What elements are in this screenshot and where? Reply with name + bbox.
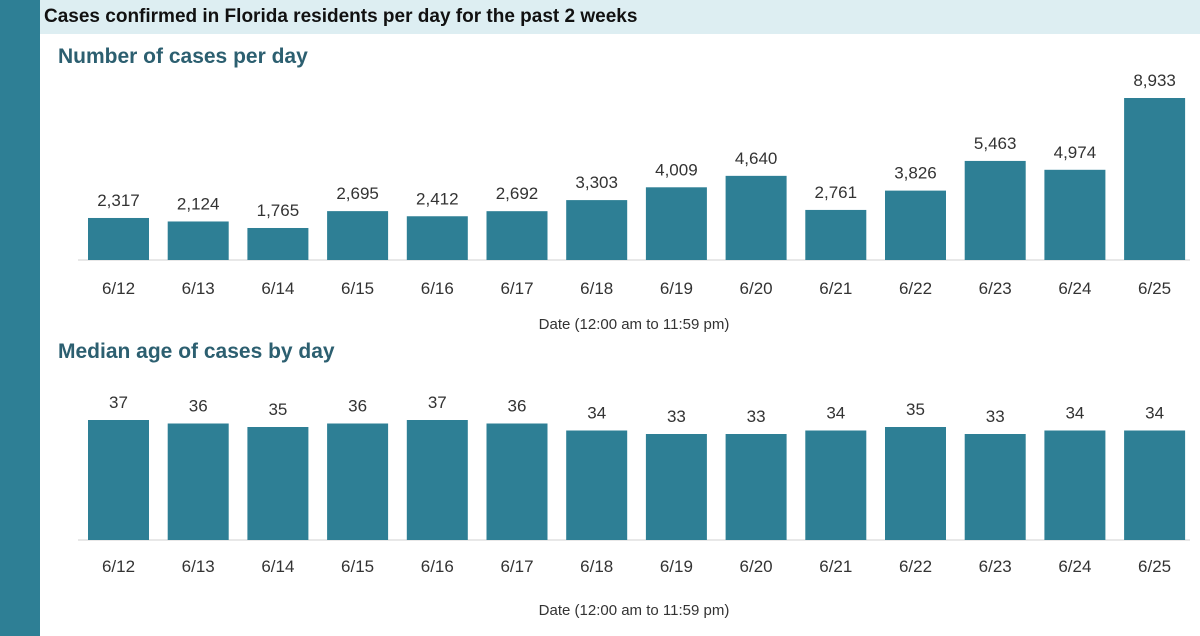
age-x-tick-label: 6/22 (899, 557, 932, 576)
age-bar-6/16 (406, 420, 468, 540)
age-bar-6/21 (805, 430, 867, 540)
cases-x-tick-label: 6/15 (341, 279, 374, 298)
age-value-label: 34 (826, 404, 845, 423)
age-x-tick-label: 6/16 (421, 557, 454, 576)
cases-x-tick-label: 6/22 (899, 279, 932, 298)
age-x-tick-label: 6/15 (341, 557, 374, 576)
cases-bar-6/21 (805, 209, 867, 260)
cases-bar-6/17 (486, 211, 548, 260)
page-title: Cases confirmed in Florida residents per… (44, 6, 638, 27)
cases-bar-6/14 (247, 227, 309, 260)
age-bar-6/24 (1044, 430, 1106, 540)
age-value-label: 33 (667, 407, 686, 426)
cases-x-tick-label: 6/18 (580, 279, 613, 298)
header-banner: Cases confirmed in Florida residents per… (40, 0, 1200, 34)
cases-value-label: 4,009 (655, 160, 698, 179)
age-x-tick-label: 6/14 (261, 557, 294, 576)
cases-x-tick-label: 6/17 (500, 279, 533, 298)
cases-value-label: 2,124 (177, 194, 220, 213)
age-value-label: 34 (587, 404, 606, 423)
cases-bar-6/16 (406, 216, 468, 260)
cases-value-label: 1,765 (257, 201, 300, 220)
cases-x-tick-label: 6/20 (740, 279, 773, 298)
cases-value-label: 2,695 (336, 184, 379, 203)
age-value-label: 37 (109, 393, 128, 412)
cases-x-tick-label: 6/12 (102, 279, 135, 298)
cases-bar-6/22 (885, 190, 946, 260)
age-bar-6/13 (167, 423, 229, 540)
cases-x-tick-label: 6/25 (1138, 279, 1171, 298)
age-chart-title: Median age of cases by day (58, 340, 335, 363)
age-bar-6/17 (486, 423, 548, 540)
age-bar-6/19 (645, 434, 707, 540)
cases-value-label: 2,761 (815, 183, 858, 202)
age-x-tick-label: 6/21 (819, 557, 852, 576)
cases-x-tick-label: 6/23 (979, 279, 1012, 298)
age-x-tick-label: 6/25 (1138, 557, 1171, 576)
cases-bar-6/20 (725, 175, 787, 260)
cases-bar-6/24 (1044, 169, 1106, 260)
cases-value-label: 3,826 (894, 164, 937, 183)
cases-bar-6/12 (88, 217, 149, 260)
cases-value-label: 5,463 (974, 134, 1017, 153)
cases-x-axis-label: Date (12:00 am to 11:59 pm) (539, 316, 730, 333)
age-x-tick-label: 6/18 (580, 557, 613, 576)
age-x-tick-label: 6/13 (182, 557, 215, 576)
cases-value-label: 4,640 (735, 149, 778, 168)
age-value-label: 34 (1065, 404, 1084, 423)
age-x-tick-label: 6/17 (500, 557, 533, 576)
left-accent-bar (0, 0, 40, 636)
cases-value-label: 3,303 (575, 173, 618, 192)
age-value-label: 35 (906, 400, 925, 419)
cases-bar-6/15 (327, 211, 389, 260)
age-x-tick-label: 6/24 (1058, 557, 1091, 576)
cases-x-tick-label: 6/13 (182, 279, 215, 298)
cases-bar-6/23 (964, 160, 1026, 260)
age-x-tick-label: 6/23 (979, 557, 1012, 576)
cases-x-tick-label: 6/19 (660, 279, 693, 298)
age-bar-6/18 (566, 430, 628, 540)
cases-value-label: 2,412 (416, 189, 459, 208)
cases-chart-title: Number of cases per day (58, 45, 308, 68)
cases-value-label: 2,317 (97, 191, 140, 210)
age-bar-6/23 (964, 434, 1026, 540)
age-value-label: 36 (189, 397, 208, 416)
age-value-label: 33 (986, 407, 1005, 426)
age-x-tick-label: 6/12 (102, 557, 135, 576)
cases-bar-6/19 (645, 187, 707, 260)
age-bar-6/14 (247, 427, 309, 540)
age-bar-6/12 (88, 420, 149, 540)
cases-x-tick-label: 6/14 (261, 279, 294, 298)
age-value-label: 37 (428, 393, 447, 412)
age-bar-6/15 (327, 423, 389, 540)
age-bar-6/20 (725, 434, 787, 540)
cases-x-tick-label: 6/24 (1058, 279, 1091, 298)
cases-bar-6/25 (1124, 98, 1186, 260)
cases-value-label: 2,692 (496, 184, 539, 203)
cases-bar-6/13 (167, 221, 229, 260)
cases-x-tick-label: 6/21 (819, 279, 852, 298)
age-x-tick-label: 6/19 (660, 557, 693, 576)
age-bar-6/25 (1124, 430, 1186, 540)
cases-value-label: 4,974 (1054, 143, 1097, 162)
age-value-label: 36 (508, 397, 527, 416)
age-bar-6/22 (885, 427, 946, 540)
age-x-tick-label: 6/20 (740, 557, 773, 576)
age-value-label: 33 (747, 407, 766, 426)
cases-bar-6/18 (566, 200, 628, 260)
cases-x-tick-label: 6/16 (421, 279, 454, 298)
age-value-label: 35 (268, 400, 287, 419)
age-value-label: 36 (348, 397, 367, 416)
age-value-label: 34 (1145, 404, 1164, 423)
cases-value-label: 8,933 (1133, 71, 1176, 90)
age-x-axis-label: Date (12:00 am to 11:59 pm) (539, 602, 730, 619)
